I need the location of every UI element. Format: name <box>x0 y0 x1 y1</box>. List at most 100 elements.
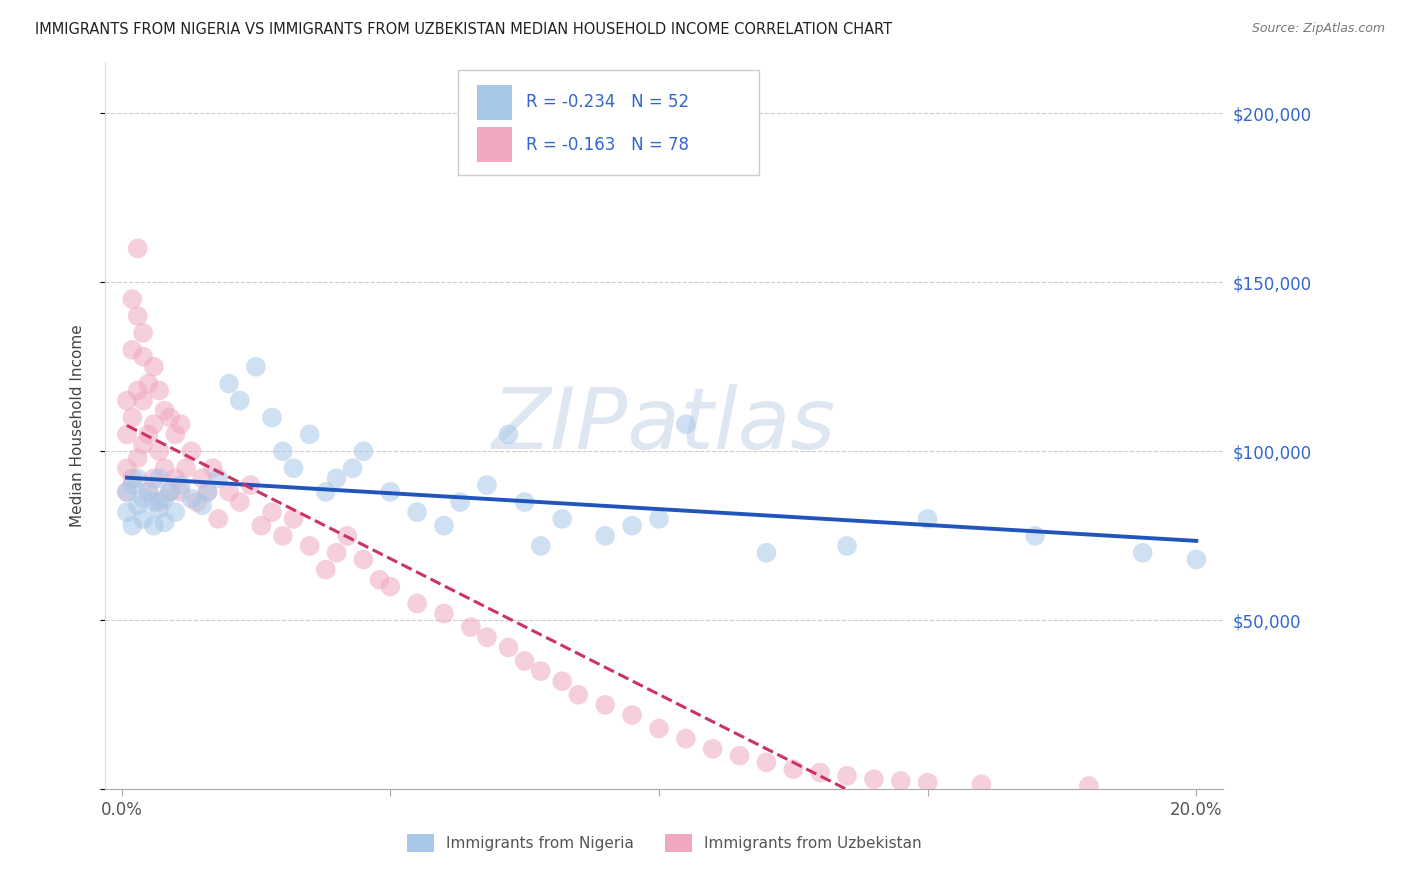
Point <box>271 444 294 458</box>
Point <box>138 484 160 499</box>
Point <box>239 478 262 492</box>
Point <box>863 772 886 787</box>
Point <box>551 512 574 526</box>
Point <box>530 539 553 553</box>
Point <box>449 495 471 509</box>
Text: R = -0.163   N = 78: R = -0.163 N = 78 <box>526 136 689 153</box>
Point <box>917 775 939 789</box>
Point <box>298 427 321 442</box>
Point <box>138 376 160 391</box>
Point <box>201 461 224 475</box>
Y-axis label: Median Household Income: Median Household Income <box>70 325 84 527</box>
Point <box>218 376 240 391</box>
Point <box>835 539 858 553</box>
Point <box>728 748 751 763</box>
Point <box>530 664 553 678</box>
Point <box>1024 529 1046 543</box>
Point <box>229 393 252 408</box>
Point <box>148 495 170 509</box>
Point <box>191 471 214 485</box>
Point <box>342 461 364 475</box>
Point <box>115 461 138 475</box>
Point <box>229 495 252 509</box>
Point <box>648 512 671 526</box>
Point <box>170 478 193 492</box>
Point <box>170 417 193 432</box>
Point <box>127 471 149 485</box>
Point <box>315 563 337 577</box>
Point <box>159 484 181 499</box>
Point <box>115 484 138 499</box>
Point <box>513 654 536 668</box>
Point <box>127 499 149 513</box>
Point <box>132 491 155 506</box>
Legend: Immigrants from Nigeria, Immigrants from Uzbekistan: Immigrants from Nigeria, Immigrants from… <box>401 829 928 858</box>
Point <box>132 512 155 526</box>
Point <box>115 505 138 519</box>
Point <box>890 774 912 789</box>
Point <box>368 573 391 587</box>
Point <box>648 722 671 736</box>
FancyBboxPatch shape <box>457 70 759 175</box>
Point <box>675 417 697 432</box>
Point <box>260 410 283 425</box>
Point <box>186 495 208 509</box>
Point <box>165 427 187 442</box>
Point <box>1077 779 1099 793</box>
Point <box>593 698 616 712</box>
Point <box>153 461 176 475</box>
Point <box>132 326 155 340</box>
Point <box>191 499 214 513</box>
Point <box>115 484 138 499</box>
Point <box>593 529 616 543</box>
Point <box>917 512 939 526</box>
Point <box>498 640 520 655</box>
Point <box>475 478 498 492</box>
Point <box>159 410 181 425</box>
Point <box>460 620 482 634</box>
Point <box>197 484 219 499</box>
Point <box>406 505 429 519</box>
Point <box>121 478 143 492</box>
Point <box>1185 552 1208 566</box>
Text: R = -0.234   N = 52: R = -0.234 N = 52 <box>526 94 689 112</box>
Point <box>207 512 229 526</box>
Point <box>121 518 143 533</box>
Point <box>245 359 267 374</box>
Point <box>207 471 229 485</box>
Point <box>260 505 283 519</box>
Point <box>121 343 143 357</box>
Point <box>250 518 273 533</box>
Point <box>621 518 644 533</box>
Point <box>170 484 193 499</box>
Point <box>138 484 160 499</box>
Point <box>132 393 155 408</box>
Text: IMMIGRANTS FROM NIGERIA VS IMMIGRANTS FROM UZBEKISTAN MEDIAN HOUSEHOLD INCOME CO: IMMIGRANTS FROM NIGERIA VS IMMIGRANTS FR… <box>35 22 893 37</box>
Point <box>121 471 143 485</box>
Point <box>127 241 149 255</box>
Point <box>148 471 170 485</box>
Bar <box>477 85 512 120</box>
Point <box>159 484 181 499</box>
Point <box>513 495 536 509</box>
Point <box>142 471 165 485</box>
Point <box>165 505 187 519</box>
Point <box>153 403 176 417</box>
Point <box>567 688 589 702</box>
Point <box>271 529 294 543</box>
Point <box>142 359 165 374</box>
Point <box>148 444 170 458</box>
Point <box>148 501 170 516</box>
Text: ZIPatlas: ZIPatlas <box>492 384 837 467</box>
Point <box>283 512 305 526</box>
Point <box>142 518 165 533</box>
Point <box>755 756 778 770</box>
Point <box>142 495 165 509</box>
Point <box>835 769 858 783</box>
Point <box>433 607 456 621</box>
Point <box>551 674 574 689</box>
Point <box>782 762 804 776</box>
Point <box>352 552 374 566</box>
Point <box>475 630 498 644</box>
Point <box>142 417 165 432</box>
